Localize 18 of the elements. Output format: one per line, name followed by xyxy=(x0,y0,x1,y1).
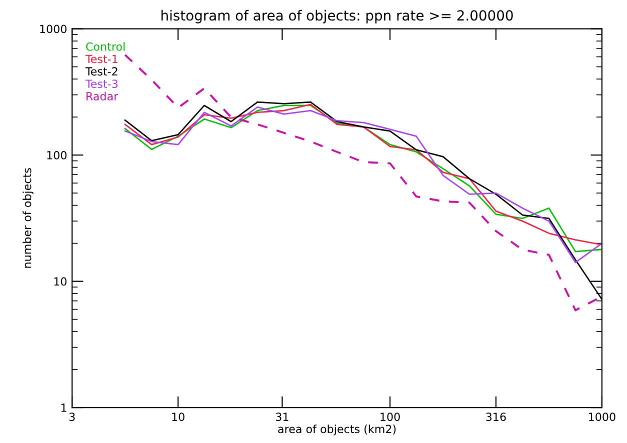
text: Test-3 xyxy=(85,80,118,88)
y-tick-label: 10 xyxy=(54,277,67,286)
x-axis-title: area of objects (km2) xyxy=(278,424,396,436)
text: Test-1 xyxy=(85,54,118,64)
x-tick-label: 316 xyxy=(486,412,506,422)
x-tick-label: 100 xyxy=(380,412,400,422)
x-tick-label: 10 xyxy=(172,412,184,422)
y-tick-label: 1 xyxy=(61,404,66,412)
text: Control xyxy=(86,42,125,51)
x-tick-label: 3 xyxy=(69,412,75,422)
y-tick-label: 1000 xyxy=(40,24,67,34)
text: Test-2 xyxy=(85,67,118,76)
y-tick-label: 100 xyxy=(47,151,67,160)
y-axis-title: number of objects xyxy=(22,168,34,268)
text: Radar xyxy=(86,92,118,100)
x-tick-label: 1000 xyxy=(589,412,616,422)
chart-title: histogram of area of objects: ppn rate >= 2.00000 xyxy=(162,10,513,24)
x-tick-label: 31 xyxy=(276,412,288,422)
